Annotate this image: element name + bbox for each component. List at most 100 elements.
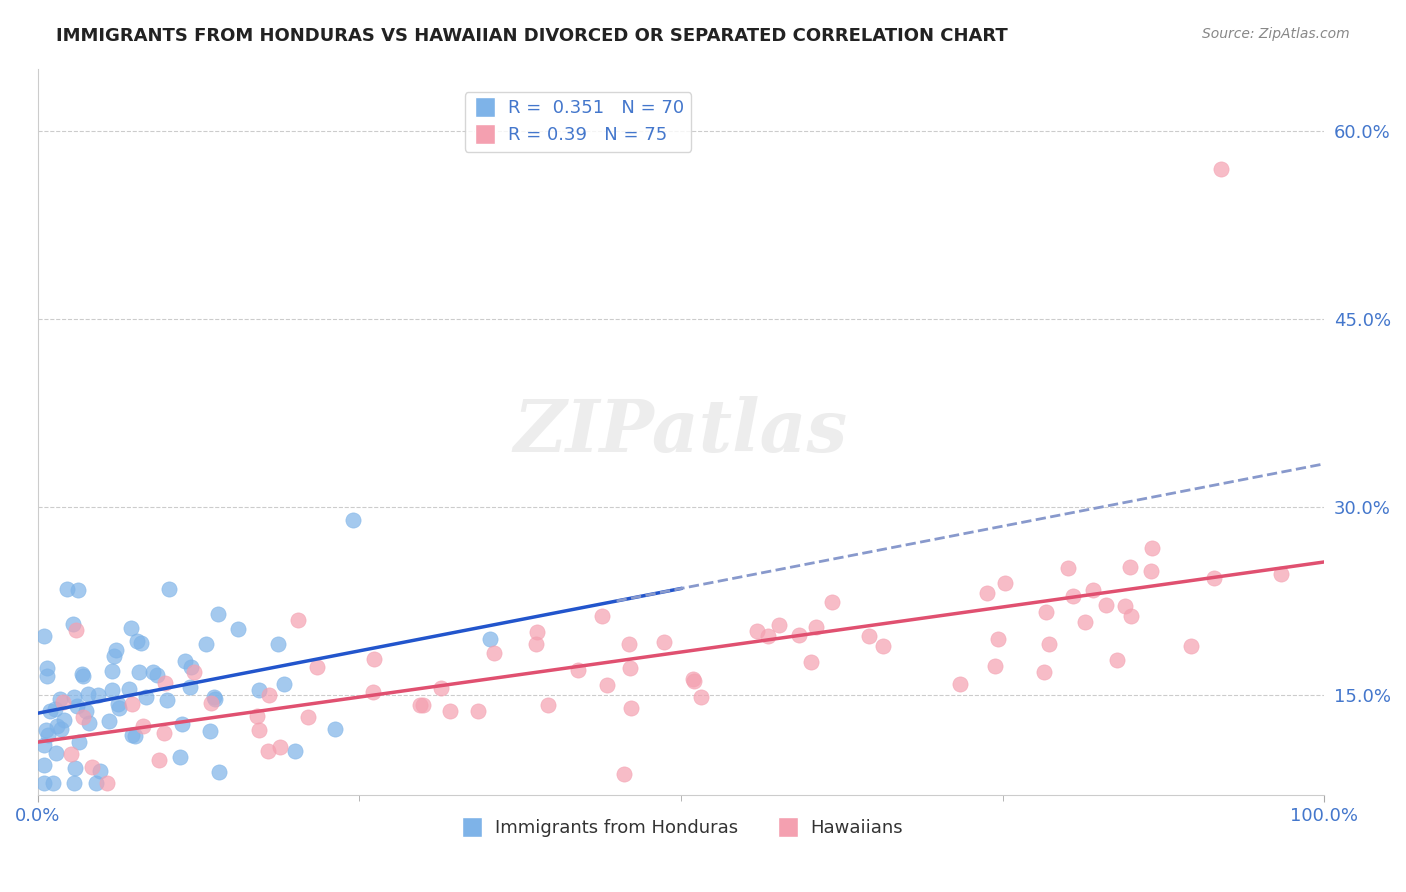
Point (567, 663, 589, 677)
Point (1139, 564, 1161, 578)
Point (44, 702, 66, 716)
Point (259, 688, 281, 702)
Point (179, 681, 201, 695)
Point (66, 699, 89, 714)
Point (121, 728, 143, 742)
Point (596, 678, 619, 692)
Point (62, 690, 84, 704)
Point (52, 713, 75, 727)
Point (1081, 582, 1104, 597)
Point (208, 764, 231, 779)
Point (247, 723, 270, 738)
Point (976, 585, 998, 599)
Point (806, 620, 828, 634)
Point (821, 595, 844, 609)
Point (35, 723, 58, 737)
Point (305, 660, 328, 674)
Point (690, 690, 713, 705)
Point (32, 738, 55, 752)
Point (1270, 566, 1292, 581)
Point (269, 740, 291, 755)
Point (1202, 571, 1225, 585)
Point (172, 717, 194, 731)
Point (132, 719, 155, 733)
Point (121, 697, 143, 711)
Point (226, 622, 249, 636)
Point (204, 692, 226, 706)
Point (72, 710, 94, 724)
Point (200, 696, 222, 710)
Text: ZIPatlas: ZIPatlas (513, 396, 848, 467)
Point (1074, 615, 1097, 629)
Point (97, 714, 120, 728)
Point (482, 647, 505, 661)
Point (169, 749, 191, 764)
Text: IMMIGRANTS FROM HONDURAS VS HAWAIIAN DIVORCED OR SEPARATED CORRELATION CHART: IMMIGRANTS FROM HONDURAS VS HAWAIIAN DIV… (56, 27, 1008, 45)
Point (1107, 653, 1129, 667)
Point (747, 624, 769, 638)
Point (478, 632, 501, 646)
Point (439, 704, 461, 718)
Point (1057, 560, 1080, 574)
Point (620, 700, 643, 714)
Point (323, 722, 346, 736)
Point (76, 687, 98, 701)
Point (77, 716, 100, 731)
Point (524, 637, 547, 651)
Point (49, 691, 72, 706)
Point (949, 677, 972, 691)
Point (273, 677, 295, 691)
Point (105, 642, 128, 657)
Point (984, 659, 1007, 673)
Point (142, 665, 165, 680)
Point (202, 690, 225, 705)
Point (72, 668, 94, 682)
Point (858, 629, 880, 643)
Point (82, 760, 104, 774)
Point (72, 667, 94, 681)
Point (156, 693, 179, 707)
Point (39, 704, 62, 718)
Point (1032, 665, 1054, 679)
Point (63, 776, 86, 790)
Point (118, 682, 141, 697)
Point (363, 684, 385, 698)
Point (257, 743, 280, 757)
Point (155, 676, 177, 690)
Point (32, 758, 55, 772)
Point (129, 635, 152, 649)
Point (124, 730, 146, 744)
Point (409, 698, 432, 713)
Point (207, 607, 229, 622)
Point (682, 672, 704, 686)
Point (872, 639, 894, 653)
Point (683, 674, 706, 689)
Point (183, 665, 205, 679)
Point (45, 746, 67, 760)
Point (75, 704, 97, 718)
Legend: Immigrants from Honduras, Hawaiians: Immigrants from Honduras, Hawaiians (451, 812, 910, 845)
Point (430, 681, 453, 696)
Point (120, 621, 142, 635)
Point (756, 629, 779, 643)
Point (107, 697, 129, 711)
Point (246, 709, 269, 723)
Point (994, 576, 1017, 591)
Point (800, 655, 823, 669)
Point (287, 613, 309, 627)
Point (42, 776, 65, 790)
Point (84, 776, 107, 790)
Point (1180, 639, 1202, 653)
Point (297, 709, 319, 723)
Point (157, 582, 180, 596)
Point (100, 664, 122, 678)
Point (1062, 589, 1084, 603)
Point (60, 747, 83, 762)
Point (128, 665, 150, 679)
Point (1119, 608, 1142, 623)
Point (86, 688, 108, 702)
Point (266, 637, 288, 651)
Point (49, 723, 72, 737)
Point (37, 728, 59, 742)
Point (1114, 599, 1136, 614)
